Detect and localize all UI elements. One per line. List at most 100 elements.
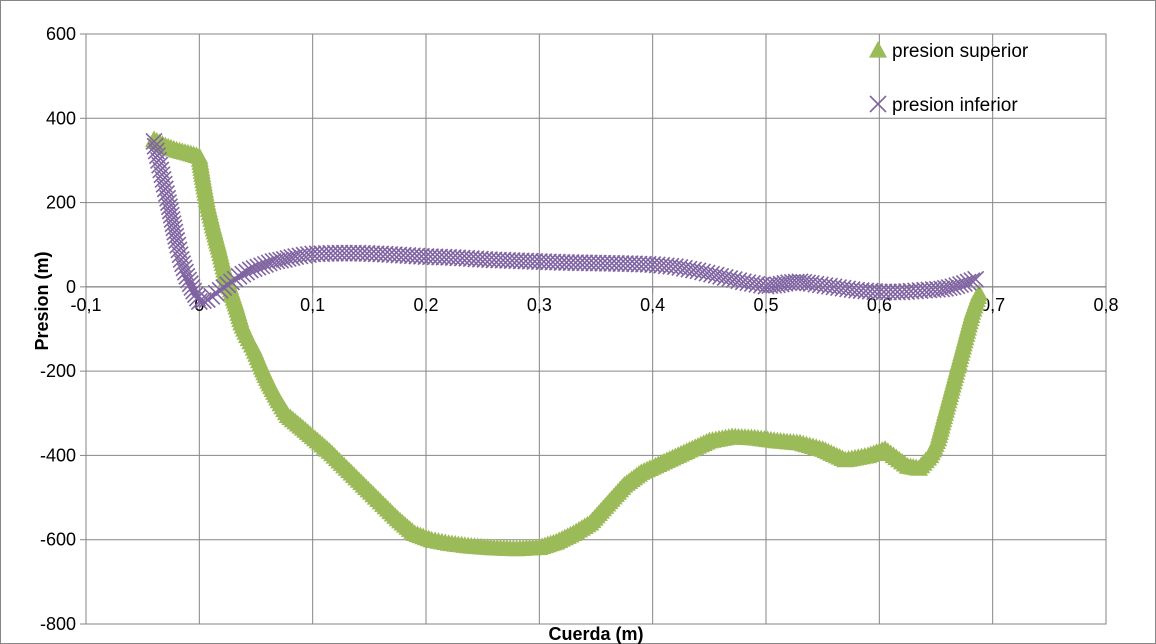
data-point-inferior (367, 245, 385, 263)
y-tick-label: 400 (46, 108, 76, 128)
data-point-inferior (431, 248, 449, 266)
data-point-inferior (326, 244, 344, 262)
data-point-inferior (308, 245, 326, 263)
y-tick-label: -200 (40, 361, 76, 381)
data-point-inferior (562, 254, 580, 272)
data-point-inferior (571, 254, 589, 272)
y-tick-labels: 600 400 200 0 -200 -400 -600 -800 (40, 24, 76, 634)
x-tick-label: 0,4 (640, 295, 665, 315)
x-tick-label: 0,5 (753, 295, 778, 315)
data-point-inferior (268, 252, 286, 270)
data-point-inferior (888, 283, 907, 301)
data-point-inferior (535, 253, 553, 271)
data-point-inferior (616, 255, 635, 273)
data-point-inferior (879, 283, 897, 301)
y-tick-label: -600 (40, 530, 76, 550)
data-point-inferior (607, 254, 625, 272)
data-point-inferior (198, 290, 216, 309)
data-point-inferior (911, 282, 929, 300)
data-point-inferior (530, 253, 548, 271)
y-tick-label: 600 (46, 24, 76, 44)
data-point-inferior (503, 251, 521, 270)
legend-item: presion inferior (869, 95, 1018, 116)
data-point-inferior (920, 281, 938, 299)
data-point-inferior (317, 244, 335, 263)
data-point-inferior (421, 248, 440, 266)
x-tick-label: 0,8 (1093, 295, 1118, 315)
data-point-inferior (916, 281, 934, 299)
data-point-inferior (331, 244, 349, 262)
y-axis-title: Presion (m) (32, 251, 52, 350)
legend-label: presion superior (892, 41, 1029, 62)
data-point-inferior (480, 251, 499, 269)
data-point-inferior (866, 283, 884, 301)
data-point-inferior (764, 276, 783, 294)
y-tick-label: -800 (40, 614, 76, 634)
data-series (145, 130, 989, 557)
data-point-inferior (322, 244, 340, 262)
data-point-inferior (940, 278, 958, 297)
data-point-inferior (271, 251, 290, 269)
data-point-inferior (768, 276, 786, 294)
y-tick-label: -400 (40, 445, 76, 465)
data-point-inferior (589, 254, 607, 272)
data-point-inferior (598, 254, 616, 272)
data-point-inferior (936, 279, 955, 297)
data-point-inferior (313, 245, 331, 263)
data-point-inferior (635, 255, 653, 273)
data-point-inferior (553, 253, 571, 271)
x-tick-label: 0,2 (413, 295, 438, 315)
data-point-inferior (264, 253, 282, 271)
data-point-inferior (594, 254, 612, 272)
data-point-inferior (194, 291, 212, 310)
data-point-inferior (508, 252, 526, 270)
grid-lines (85, 33, 1107, 625)
data-point-inferior (967, 270, 985, 288)
data-point-inferior (517, 252, 535, 270)
data-point-inferior (485, 251, 503, 269)
data-point-inferior (612, 254, 630, 273)
data-point-inferior (499, 251, 517, 269)
y-tick-label: 0 (66, 277, 76, 297)
x-tick-label: 0,1 (300, 295, 325, 315)
data-point-inferior (752, 276, 771, 294)
data-point-inferior (344, 244, 363, 262)
x-tick-label: -0,1 (70, 295, 101, 315)
data-point-inferior (539, 253, 557, 271)
data-point-inferior (512, 252, 530, 270)
data-point-inferior (603, 254, 621, 272)
data-point-inferior (417, 247, 435, 266)
x-axis-title: Cuerda (m) (548, 624, 643, 644)
data-point-inferior (489, 251, 508, 269)
data-point-inferior (435, 248, 453, 266)
data-point-inferior (363, 245, 381, 263)
data-point-inferior (279, 249, 297, 268)
data-point-inferior (580, 254, 598, 272)
data-point-inferior (963, 272, 981, 290)
data-point-inferior (340, 244, 358, 262)
series-presion-superior (145, 130, 989, 557)
data-point-inferior (521, 252, 539, 270)
data-point-inferior (304, 245, 322, 263)
data-point-inferior (349, 244, 367, 262)
data-point-inferior (567, 254, 585, 272)
data-point-inferior (335, 244, 353, 262)
data-point-inferior (576, 254, 594, 272)
data-point-inferior (426, 248, 444, 266)
data-point-inferior (358, 244, 376, 263)
data-point-inferior (494, 251, 512, 269)
data-point-inferior (548, 253, 567, 271)
data-point-inferior (625, 255, 644, 273)
legend-label: presion inferior (892, 95, 1018, 116)
data-point-inferior (870, 283, 888, 301)
y-tick-label: 200 (46, 193, 76, 213)
data-point-inferior (630, 255, 648, 273)
data-point-inferior (203, 287, 221, 305)
data-point-inferior (526, 252, 544, 270)
data-point-inferior (585, 254, 603, 272)
series-presion-inferior (145, 132, 985, 311)
legend: presion superior presion inferior (869, 41, 1029, 116)
legend-item: presion superior (869, 41, 1029, 62)
data-point-inferior (275, 250, 293, 269)
